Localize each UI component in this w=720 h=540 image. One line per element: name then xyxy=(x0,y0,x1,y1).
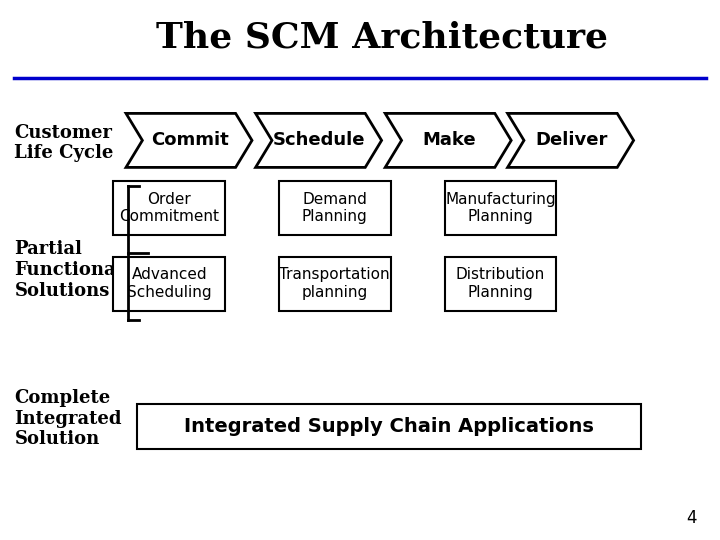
Text: Schedule: Schedule xyxy=(273,131,366,150)
Text: Customer
Life Cycle: Customer Life Cycle xyxy=(14,124,114,163)
Text: Integrated Supply Chain Applications: Integrated Supply Chain Applications xyxy=(184,417,594,436)
Text: Manufacturing
Planning: Manufacturing Planning xyxy=(445,192,556,224)
FancyBboxPatch shape xyxy=(279,256,390,310)
Text: Complete
Integrated
Solution: Complete Integrated Solution xyxy=(14,389,122,448)
FancyBboxPatch shape xyxy=(137,404,641,449)
FancyBboxPatch shape xyxy=(279,181,390,235)
Polygon shape xyxy=(508,113,634,167)
Text: Order
Commitment: Order Commitment xyxy=(120,192,219,224)
Text: Demand
Planning: Demand Planning xyxy=(302,192,368,224)
Text: Advanced
Scheduling: Advanced Scheduling xyxy=(127,267,212,300)
Text: Transportation
planning: Transportation planning xyxy=(279,267,390,300)
Polygon shape xyxy=(256,113,382,167)
Text: Distribution
Planning: Distribution Planning xyxy=(456,267,545,300)
Text: Make: Make xyxy=(422,131,476,150)
Text: Commit: Commit xyxy=(151,131,229,150)
Text: 4: 4 xyxy=(686,509,696,528)
Text: Deliver: Deliver xyxy=(535,131,608,150)
Text: The SCM Architecture: The SCM Architecture xyxy=(156,21,608,55)
Polygon shape xyxy=(385,113,511,167)
Polygon shape xyxy=(126,113,252,167)
FancyBboxPatch shape xyxy=(113,181,225,235)
FancyBboxPatch shape xyxy=(444,256,556,310)
Text: Partial
Functional
Solutions: Partial Functional Solutions xyxy=(14,240,123,300)
FancyBboxPatch shape xyxy=(444,181,556,235)
FancyBboxPatch shape xyxy=(113,256,225,310)
